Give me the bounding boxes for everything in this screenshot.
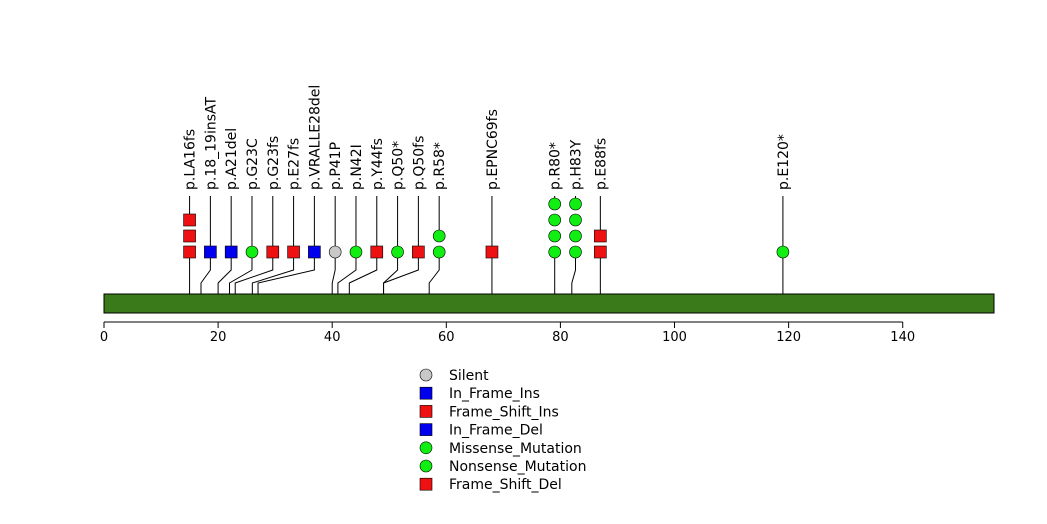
label-p-y44fs: p.Y44fs (370, 138, 386, 190)
legend-swatch-silent (419, 368, 433, 382)
legend-swatch-in-frame-ins (419, 386, 433, 400)
marker-p-h83y-4 (569, 197, 582, 211)
label-p-e120: p.E120* (776, 134, 792, 190)
label-p-q50fs: p.Q50fs (411, 136, 427, 190)
marker-p-r80-3 (548, 213, 562, 227)
label-p-r80: p.R80* (548, 142, 564, 190)
label-p-18-19insat: p.18_19insAT (203, 96, 219, 190)
protein-domain-bar (103, 293, 995, 314)
marker-p-la16fs-2 (183, 229, 196, 243)
marker-p-h83y-3 (569, 213, 582, 227)
mutation-labels: p.LA16fs p.18_19insAT p.A21del p.G23C p.G23f… (183, 85, 792, 190)
connector-p-r58 (428, 252, 440, 294)
label-p-g23fs: p.G23fs (266, 136, 282, 190)
marker-p-r80-2 (548, 229, 562, 243)
x-axis: 0 20 40 60 80 100 120 140 (100, 321, 915, 345)
connector-p-vralle28del (257, 252, 315, 294)
legend-swatch-frame-shift-del (419, 477, 433, 491)
marker-p-epnc69fs-1 (485, 245, 499, 259)
label-p-e88fs: p.E88fs (593, 138, 609, 190)
connector-p-n42i (337, 252, 357, 294)
marker-p-r58-2 (432, 229, 446, 243)
marker-p-h83y-1 (569, 245, 582, 259)
label-p-h83y: p.H83Y (569, 139, 585, 190)
x-tick-label-100: 100 (662, 330, 687, 345)
marker-p-g23fs-1 (266, 245, 280, 259)
legend-label-frame-shift-ins: Frame_Shift_Ins (449, 404, 559, 420)
x-tick-label-0: 0 (100, 330, 108, 345)
label-p-p41p: p.P41P (328, 142, 344, 190)
legend-swatch-nonsense-mutation (419, 459, 433, 473)
marker-p-p41p-1 (328, 245, 342, 259)
marker-p-y44fs-1 (370, 245, 384, 259)
marker-p-la16fs-1 (183, 245, 196, 259)
x-tick-label-20: 20 (210, 330, 227, 345)
connector-p-g23fs (234, 252, 274, 294)
legend-label-nonsense-mutation: Nonsense_Mutation (449, 459, 586, 475)
x-tick-label-80: 80 (552, 330, 569, 345)
marker-p-la16fs-3 (183, 213, 196, 227)
legend-label-in-frame-ins: In_Frame_Ins (449, 386, 540, 402)
legend-swatch-missense-mutation (419, 441, 433, 455)
label-p-vralle28del: p.VRALLE28del (307, 85, 323, 190)
connector-p-p41p (331, 252, 336, 294)
marker-p-h83y-2 (569, 229, 582, 243)
mutation-markers (183, 197, 790, 259)
marker-p-vralle28del-1 (308, 245, 321, 259)
marker-p-e120-1 (776, 245, 790, 259)
legend-label-frame-shift-del: Frame_Shift_Del (449, 477, 562, 493)
connector-p-a21del (217, 252, 232, 294)
marker-p-r58-1 (432, 245, 446, 259)
stem-lines (189, 196, 784, 252)
legend-swatch-in-frame-del (419, 423, 433, 436)
connector-lines (189, 252, 784, 294)
marker-p-18-19insat-1 (204, 245, 217, 259)
legend: Silent In_Frame_Ins Frame_Shift_Ins In_Fram… (419, 368, 586, 493)
x-tick-label-140: 140 (890, 330, 915, 345)
marker-p-g23c-1 (245, 245, 259, 259)
connector-p-y44fs (348, 252, 378, 294)
connector-p-h83y (571, 252, 577, 294)
x-tick-label-40: 40 (324, 330, 341, 345)
label-p-a21del: p.A21del (224, 128, 240, 190)
marker-p-r80-1 (548, 245, 562, 259)
marker-p-r80-4 (548, 197, 562, 211)
label-p-q50: p.Q50* (391, 141, 407, 190)
label-p-e27fs: p.E27fs (287, 138, 303, 190)
marker-p-e88fs-1 (594, 245, 607, 259)
label-p-epnc69fs: p.EPNC69fs (485, 109, 501, 190)
x-tick-label-60: 60 (438, 330, 455, 345)
connector-p-18-19insat (200, 252, 211, 294)
connector-p-q50 (383, 252, 399, 294)
marker-p-a21del-1 (224, 245, 238, 259)
connector-p-e27fs (251, 252, 295, 294)
legend-label-in-frame-del: In_Frame_Del (449, 423, 543, 439)
marker-p-n42i-1 (349, 245, 363, 259)
marker-p-e88fs-2 (594, 229, 607, 243)
marker-p-q50-1 (391, 245, 404, 259)
legend-swatch-frame-shift-ins (419, 405, 433, 418)
label-p-la16fs: p.LA16fs (183, 129, 199, 190)
label-p-r58: p.R58* (432, 142, 448, 190)
label-p-g23c: p.G23C (245, 138, 261, 190)
marker-p-e27fs-1 (287, 245, 300, 259)
marker-p-q50fs-1 (412, 245, 425, 259)
label-p-n42i: p.N42I (349, 144, 365, 190)
legend-label-silent: Silent (449, 368, 489, 384)
connector-p-q50fs (383, 252, 419, 294)
connector-p-g23c (229, 252, 253, 294)
x-tick-label-120: 120 (776, 330, 801, 345)
legend-label-missense-mutation: Missense_Mutation (449, 441, 582, 457)
